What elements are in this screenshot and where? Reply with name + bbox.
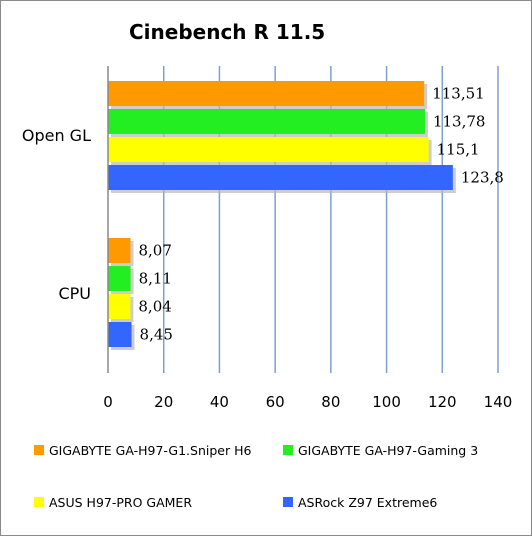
x-tick-label: 60 xyxy=(266,393,285,411)
x-tick-label: 0 xyxy=(103,393,113,411)
bars: Open GL 113,51 113,78 115,1 123,8 CPU 8,07 8,11… xyxy=(22,81,504,350)
x-tick-label: 40 xyxy=(210,393,229,411)
axis: 0 20 40 60 80 100 120 140 xyxy=(103,66,512,411)
bar xyxy=(108,109,425,134)
bar xyxy=(108,165,453,190)
bar xyxy=(108,294,131,319)
data-label: 113,78 xyxy=(433,113,486,131)
data-label: 115,1 xyxy=(437,141,480,159)
legend-label: ASUS H97-PRO GAMER xyxy=(49,495,192,510)
data-label: 8,04 xyxy=(138,298,171,316)
legend-swatch xyxy=(34,497,44,507)
bar xyxy=(108,81,425,106)
x-tick-label: 100 xyxy=(372,393,401,411)
bar xyxy=(108,137,429,162)
bar xyxy=(108,266,131,291)
category-label: CPU xyxy=(58,284,91,303)
x-tick-label: 20 xyxy=(154,393,173,411)
legend-swatch xyxy=(283,445,293,455)
x-tick-label: 80 xyxy=(321,393,340,411)
legend-swatch xyxy=(283,497,293,507)
legend-swatch xyxy=(34,445,44,455)
legend: GIGABYTE GA-H97-G1.Sniper H6 GIGABYTE GA-… xyxy=(34,443,478,510)
bar xyxy=(108,322,132,347)
bar xyxy=(108,238,131,263)
category-label: Open GL xyxy=(22,126,91,145)
chart-title: Cinebench R 11.5 xyxy=(129,20,325,44)
data-label: 123,8 xyxy=(461,169,504,187)
x-tick-label: 120 xyxy=(428,393,457,411)
data-label: 113,51 xyxy=(432,85,485,103)
data-label: 8,45 xyxy=(140,326,173,344)
x-tick-label: 140 xyxy=(484,393,513,411)
legend-label: GIGABYTE GA-H97-G1.Sniper H6 xyxy=(49,443,251,458)
legend-label: ASRock Z97 Extreme6 xyxy=(298,495,437,510)
legend-label: GIGABYTE GA-H97-Gaming 3 xyxy=(298,443,478,458)
data-label: 8,11 xyxy=(139,270,172,288)
data-label: 8,07 xyxy=(138,242,171,260)
